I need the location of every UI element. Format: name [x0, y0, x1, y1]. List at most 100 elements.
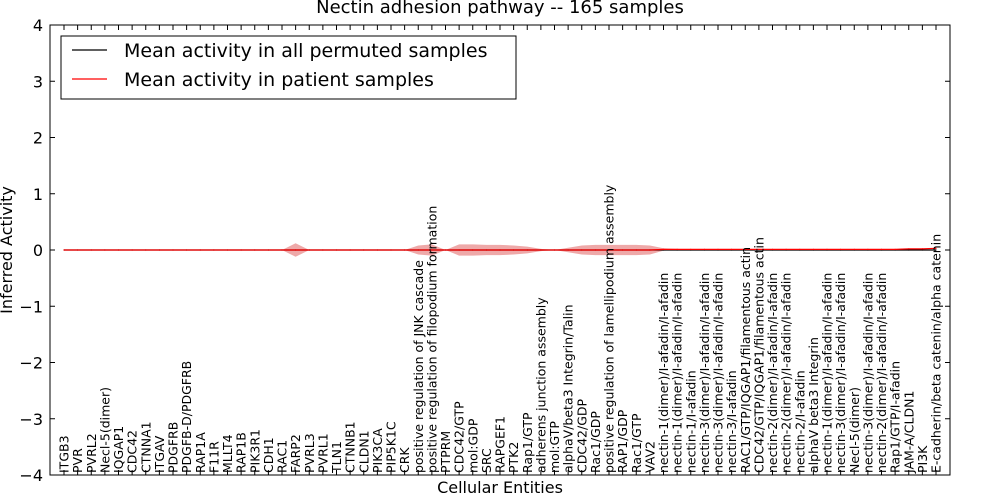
data-point-patient [485, 249, 487, 251]
data-point-patient [349, 249, 351, 251]
x-tick-label: CTNNA1 [138, 421, 153, 473]
data-point-patient [131, 249, 133, 251]
x-tick-label: positive regulation of lamellipodium ass… [602, 184, 617, 473]
data-point-patient [553, 249, 556, 251]
data-point-patient [404, 249, 406, 251]
x-tick-label: nectin-2(dimer)/I-afadin/I-afadin [779, 273, 794, 473]
x-tick-label: Rap1/GTP/I-afadin [888, 361, 903, 473]
x-tick-label: ITGAV [152, 435, 167, 473]
data-point-patient [186, 249, 188, 251]
data-point-patient [581, 249, 583, 251]
x-tick-label: ITGB3 [57, 435, 72, 473]
data-point-patient [717, 248, 719, 250]
data-point-patient [267, 249, 269, 251]
data-point-patient [908, 248, 910, 250]
x-tick-label: PIK3R1 [247, 429, 262, 473]
x-axis-label: Cellular Entities [437, 478, 563, 497]
x-tick-label: PVR [70, 448, 85, 473]
y-tick-label: 1 [33, 185, 43, 204]
x-tick-label: RAP1/GDP [615, 409, 630, 473]
x-tick-label: IQGAP1 [111, 426, 126, 473]
data-point-patient [867, 248, 869, 250]
y-tick-label: 4 [33, 16, 43, 35]
x-tick-label: VAV2 [642, 441, 657, 473]
data-point-patient [608, 249, 610, 251]
x-tick-label: RAP1B [234, 432, 249, 473]
data-point-patient [662, 248, 665, 250]
legend-label-patient: Mean activity in patient samples [124, 69, 434, 91]
y-tick-label: 0 [33, 241, 43, 260]
data-point-patient [635, 249, 637, 251]
x-tick-label: PTK2 [506, 442, 521, 473]
series-line-layer [63, 247, 937, 251]
data-point-patient [145, 249, 147, 251]
y-axis: 4 3 2 1 0 −1 −2 −3 −4 [19, 16, 950, 485]
x-tick-label: positive regulation of filopodium format… [424, 206, 439, 473]
data-point-patient [840, 248, 842, 250]
x-tick-label: Necl-5(dimer) [97, 387, 112, 473]
data-point-patient [458, 249, 460, 251]
x-tick-label: nectin-2(dimer)/I-afadin/I-afadin [874, 273, 889, 473]
data-point-patient [390, 249, 392, 251]
x-tick-label: nectin-1(dimer)/I-afadin/I-afadin [820, 273, 835, 473]
legend-frame [60, 35, 517, 100]
data-point-patient [880, 248, 883, 250]
data-point-patient [921, 248, 924, 250]
data-point-permuted [908, 249, 910, 251]
x-tick-label: PI3K [915, 445, 930, 473]
data-point-patient [322, 249, 324, 251]
data-point-patient [622, 249, 624, 251]
x-axis: ITGB3PVRPVRL2Necl-5(dimer)IQGAP1CDC42CTN… [57, 25, 944, 475]
x-tick-label: nectin-1/I-afadin [683, 370, 698, 473]
x-tick-label: RAC1 [275, 440, 290, 473]
data-point-patient [826, 248, 828, 250]
data-point-patient [731, 248, 733, 250]
data-point-patient [526, 249, 528, 251]
x-tick-label: Rap1/GTP [520, 412, 535, 473]
x-tick-label: Necl-5(dimer) [847, 387, 862, 473]
data-point-patient [690, 248, 692, 250]
x-tick-label: JAM-A/CLDN1 [901, 391, 916, 474]
data-point-patient [417, 249, 419, 251]
data-point-permuted [921, 249, 924, 251]
data-point-patient [431, 249, 433, 251]
data-point-patient [363, 249, 365, 251]
data-point-patient [104, 249, 106, 251]
x-tick-label: nectin-3(dimer)/I-afadin/I-afadin [711, 273, 726, 473]
data-point-patient [281, 249, 283, 251]
x-tick-label: CTNNB1 [343, 421, 358, 473]
x-tick-label: PDGFRB [166, 422, 181, 473]
x-tick-label: CDH1 [261, 437, 276, 473]
data-point-patient [172, 249, 174, 251]
x-tick-label: nectin-3(dimer)/I-afadin/I-afadin [697, 273, 712, 473]
x-tick-label: nectin-1(dimer)/I-afadin/I-afadin [656, 273, 671, 473]
x-tick-label: nectin-3/I-afadin [724, 370, 739, 473]
y-tick-label: 2 [33, 129, 43, 148]
data-point-patient [894, 248, 896, 250]
data-point-patient [758, 248, 760, 250]
x-tick-label: CDC42/GTP [452, 401, 467, 473]
x-tick-label: Rac1/GDP [588, 411, 603, 473]
x-tick-label: F11R [206, 441, 221, 473]
x-tick-label: RAP1A [193, 432, 208, 473]
x-tick-label: nectin-3(dimer)/I-afadin/I-afadin [833, 273, 848, 473]
x-tick-label: CDC42 [125, 430, 140, 473]
x-tick-label: Rac1/GTP [629, 413, 644, 473]
data-point-patient [240, 249, 242, 251]
x-tick-label: PVRL3 [302, 433, 317, 473]
data-point-patient [472, 249, 474, 251]
x-tick-label: CDC42/GDP [574, 398, 589, 473]
x-tick-label: PTPRM [438, 431, 453, 473]
x-tick-label: mol:GTP [547, 421, 562, 473]
data-point-patient [771, 248, 774, 250]
data-point-patient [295, 249, 297, 251]
y-tick-label: −4 [19, 466, 43, 485]
x-tick-label: CLDN1 [356, 430, 371, 473]
data-point-patient [90, 249, 92, 251]
x-tick-label: nectin-1(dimer)/I-afadin/I-afadin [670, 273, 685, 473]
x-tick-label: nectin-3(dimer)/I-afadin/I-afadin [860, 273, 875, 473]
x-tick-label: RAC1/GTP/IQGAP1/filamentous actin [738, 247, 753, 473]
data-point-patient [117, 249, 120, 251]
y-tick-label: −1 [19, 297, 43, 316]
